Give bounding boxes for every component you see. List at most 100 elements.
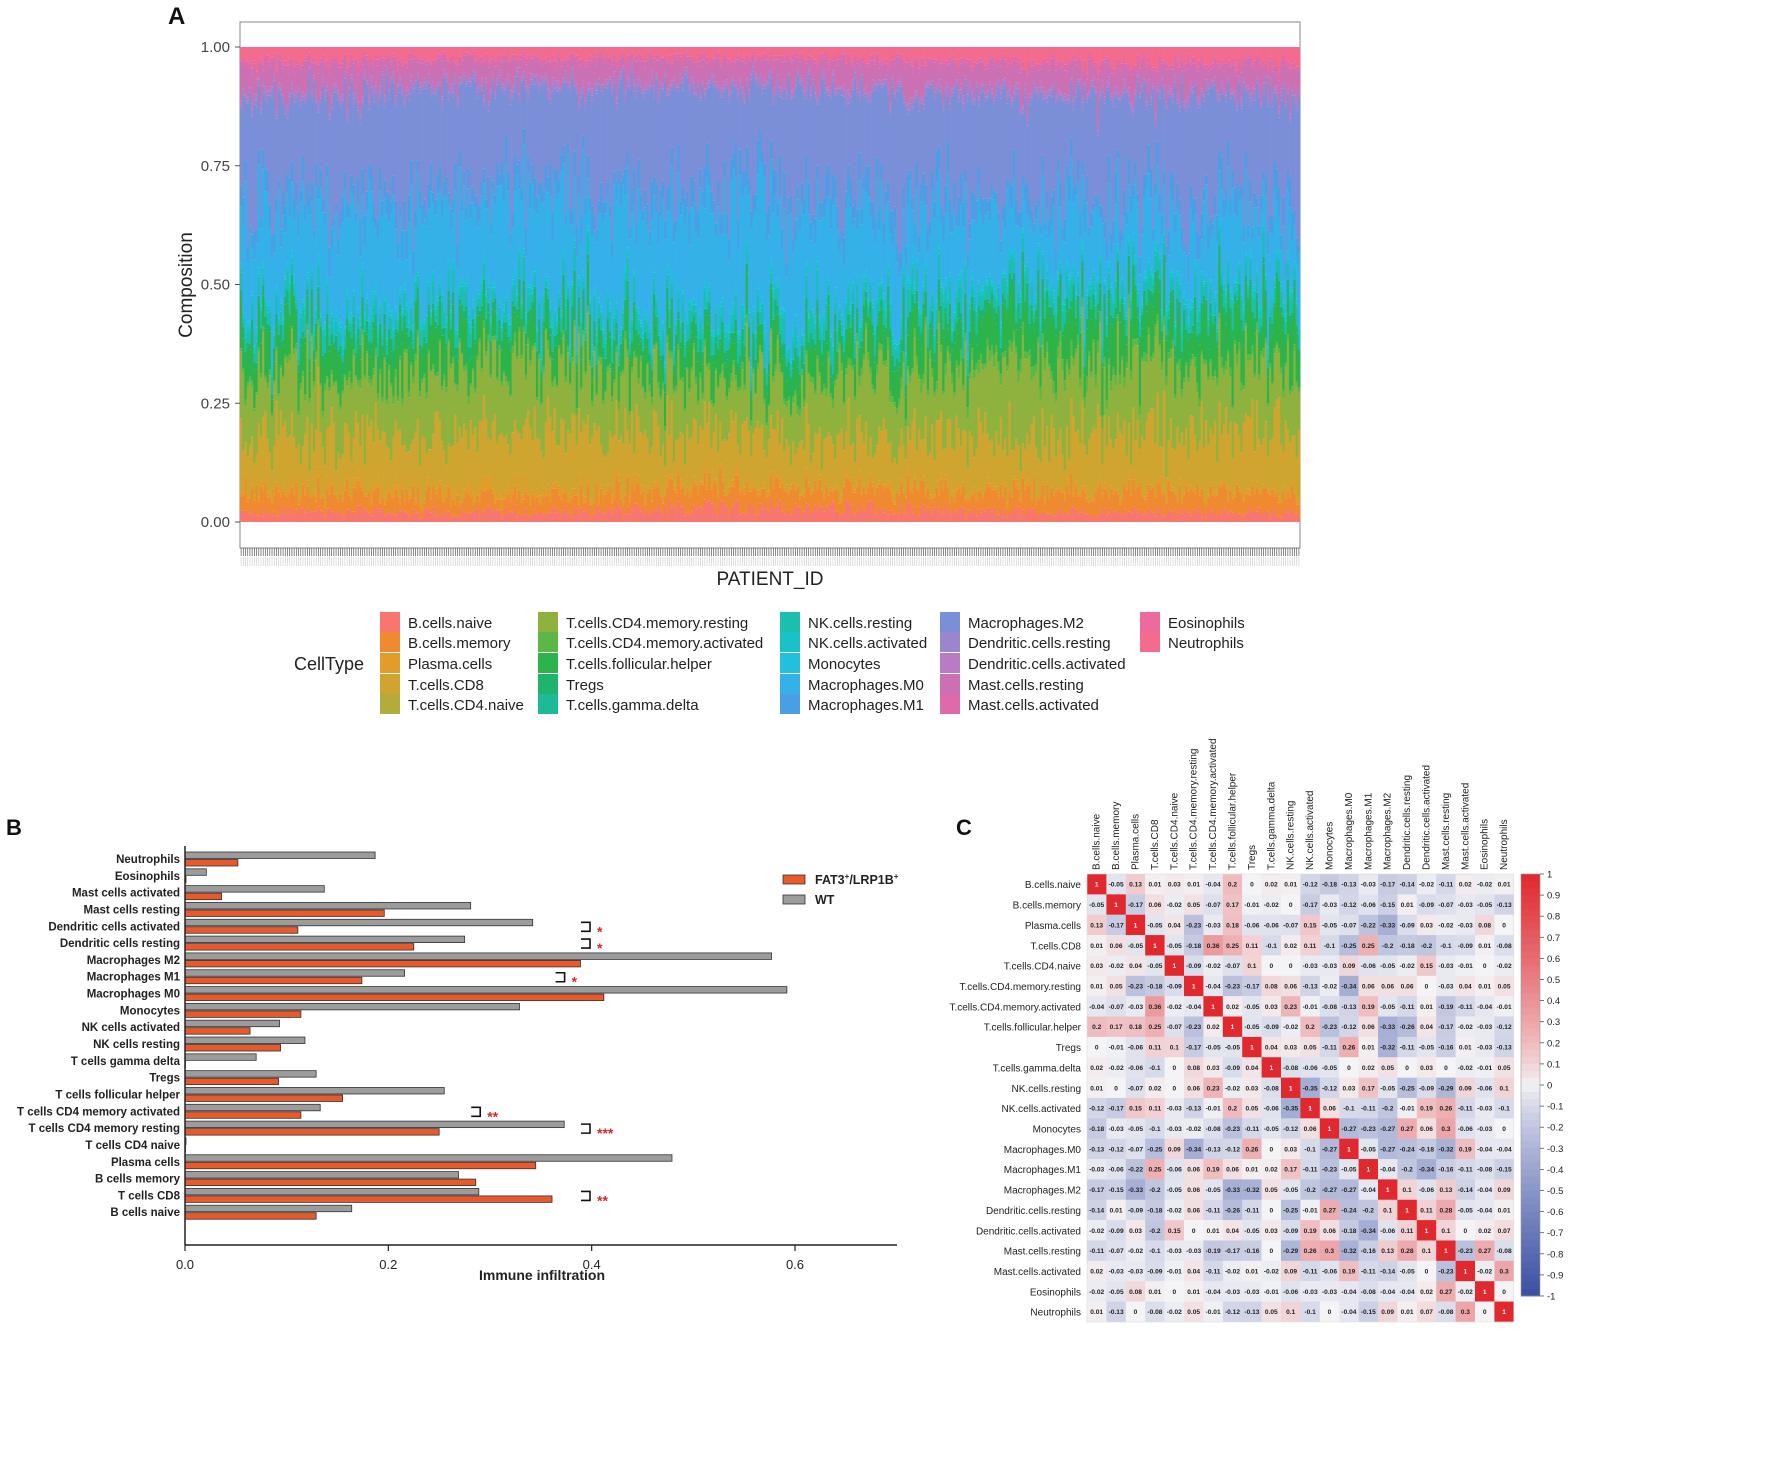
composition-segment [323, 322, 327, 329]
composition-segment [346, 295, 349, 299]
composition-segment [284, 65, 287, 104]
composition-segment [602, 221, 605, 323]
composition-segment [591, 100, 594, 206]
composition-segment [463, 310, 466, 319]
composition-segment [436, 334, 440, 373]
composition-segment [571, 209, 574, 225]
composition-segment [445, 510, 448, 522]
composition-segment [551, 431, 554, 484]
composition-segment [257, 347, 261, 352]
composition-segment [705, 309, 709, 324]
composition-segment [399, 216, 402, 288]
composition-segment [677, 297, 680, 312]
composition-segment [469, 496, 473, 513]
composition-segment [513, 191, 517, 267]
composition-segment [496, 380, 499, 444]
composition-segment [476, 47, 479, 61]
composition-segment [546, 288, 550, 299]
composition-segment [628, 414, 632, 445]
composition-segment [334, 58, 338, 65]
composition-segment [591, 88, 594, 96]
composition-segment [712, 340, 716, 355]
composition-segment [421, 510, 424, 519]
composition-segment [429, 324, 433, 333]
composition-segment [569, 496, 572, 503]
composition-segment [447, 89, 451, 93]
composition-segment [485, 82, 488, 89]
composition-segment [304, 400, 307, 434]
composition-segment [480, 489, 484, 512]
composition-segment [644, 189, 647, 208]
composition-segment [334, 497, 338, 514]
composition-segment [661, 382, 665, 390]
composition-segment [652, 293, 656, 311]
composition-segment [533, 58, 537, 73]
composition-segment [630, 72, 634, 189]
composition-segment [244, 352, 247, 366]
composition-segment [633, 47, 636, 58]
composition-segment [725, 62, 729, 80]
composition-segment [323, 508, 327, 517]
composition-segment [321, 498, 325, 512]
composition-segment [458, 338, 462, 343]
composition-segment [575, 349, 579, 352]
composition-segment [361, 512, 365, 522]
composition-segment [244, 337, 247, 353]
composition-segment [661, 354, 665, 368]
composition-segment [489, 340, 493, 354]
composition-segment [719, 338, 722, 345]
composition-segment [540, 180, 543, 204]
composition-segment [246, 381, 250, 387]
composition-segment [432, 93, 435, 193]
composition-segment [683, 70, 687, 75]
composition-segment [480, 62, 484, 78]
composition-segment [476, 315, 479, 356]
composition-segment [273, 253, 276, 328]
composition-segment [739, 78, 742, 82]
composition-segment [540, 353, 543, 360]
composition-segment [617, 83, 621, 88]
composition-segment [343, 78, 347, 172]
composition-segment [639, 511, 643, 522]
composition-segment [436, 305, 440, 325]
composition-segment [348, 341, 351, 372]
composition-segment [474, 71, 477, 76]
composition-segment [677, 438, 680, 467]
composition-segment [593, 47, 596, 52]
composition-segment [262, 267, 265, 274]
composition-segment [284, 286, 287, 297]
composition-segment [666, 299, 669, 336]
composition-segment [644, 399, 647, 431]
composition-segment [712, 47, 716, 59]
composition-segment [511, 279, 515, 285]
composition-segment [544, 330, 548, 423]
composition-segment [251, 436, 254, 484]
composition-segment [580, 59, 583, 68]
composition-segment [407, 194, 411, 223]
composition-segment [705, 83, 709, 90]
composition-segment [447, 487, 451, 512]
composition-segment [383, 326, 387, 358]
composition-segment [383, 59, 387, 66]
composition-segment [560, 91, 563, 155]
composition-segment [692, 319, 696, 344]
composition-segment [268, 490, 272, 497]
composition-segment [425, 64, 429, 81]
composition-segment [290, 326, 294, 330]
composition-segment [736, 500, 740, 522]
composition-segment [401, 308, 404, 313]
composition-segment [712, 330, 716, 337]
composition-segment [566, 431, 570, 495]
composition-segment [489, 374, 493, 379]
composition-segment [664, 75, 667, 82]
composition-segment [648, 384, 652, 392]
composition-segment [423, 342, 426, 374]
composition-segment [705, 290, 709, 298]
composition-segment [273, 233, 276, 254]
composition-segment [465, 486, 468, 492]
composition-segment [714, 81, 718, 88]
composition-segment [613, 184, 616, 314]
composition-segment [293, 281, 296, 288]
composition-segment [571, 72, 574, 79]
composition-segment [425, 392, 429, 400]
